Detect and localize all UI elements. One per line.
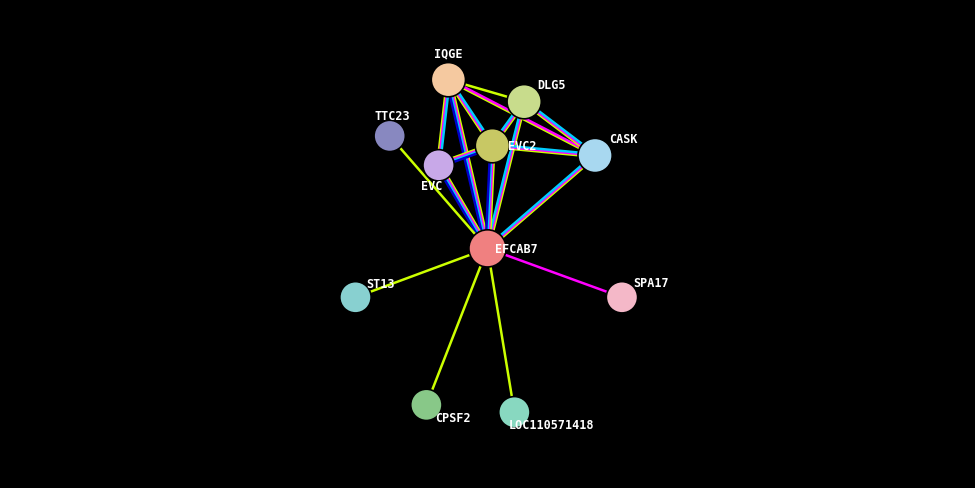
Circle shape xyxy=(578,139,612,173)
Circle shape xyxy=(475,129,510,163)
Text: CPSF2: CPSF2 xyxy=(436,411,471,424)
Text: DLG5: DLG5 xyxy=(537,79,565,92)
Circle shape xyxy=(410,389,442,421)
Text: EVC2: EVC2 xyxy=(508,140,537,153)
Text: LOC110571418: LOC110571418 xyxy=(508,418,594,431)
Text: IQGE: IQGE xyxy=(434,47,462,60)
Text: ST13: ST13 xyxy=(367,278,395,290)
Circle shape xyxy=(423,150,454,182)
Circle shape xyxy=(499,397,530,428)
Circle shape xyxy=(340,282,371,313)
Circle shape xyxy=(431,63,465,98)
Circle shape xyxy=(507,85,541,120)
Text: EVC: EVC xyxy=(420,180,442,193)
Text: EFCAB7: EFCAB7 xyxy=(495,243,538,255)
Text: CASK: CASK xyxy=(609,133,638,145)
Circle shape xyxy=(606,282,638,313)
Text: TTC23: TTC23 xyxy=(374,110,410,122)
Text: SPA17: SPA17 xyxy=(634,277,669,289)
Circle shape xyxy=(469,230,506,267)
Circle shape xyxy=(374,121,406,152)
